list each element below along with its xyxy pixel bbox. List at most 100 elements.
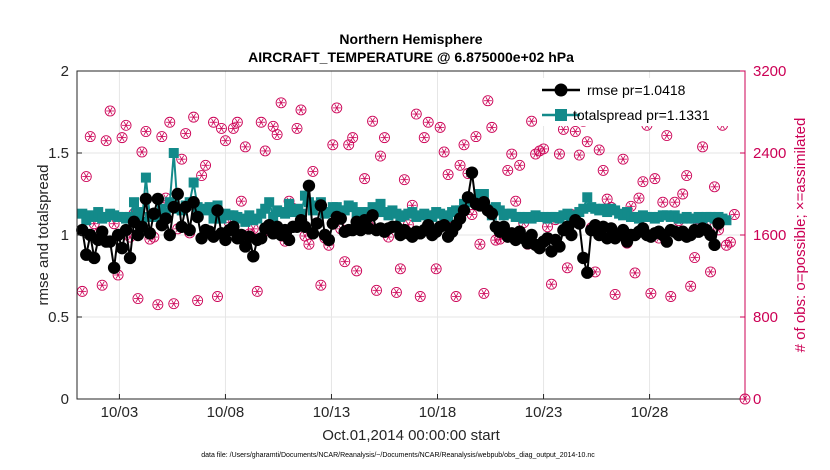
data-file-caption: data file: /Users/gharamti/Documents/NCA… [201, 452, 595, 459]
obs-point [649, 173, 661, 185]
asterisk-stroke [513, 197, 519, 205]
obs-assimilated-marker [348, 133, 357, 142]
rmse-point [183, 223, 196, 237]
asterisk-stroke [509, 150, 515, 158]
obs-possible-marker [359, 173, 371, 185]
obs-assimilated-marker [686, 282, 695, 290]
y-tick-label: 1.5 [48, 145, 69, 162]
spread-point [204, 202, 215, 213]
spread-point [128, 197, 139, 208]
y-tick-label: 0.5 [48, 309, 69, 326]
obs-possible-marker [216, 122, 227, 134]
obs-assimilated-marker [209, 118, 218, 126]
rmse-point [577, 251, 590, 265]
obs-possible-marker [724, 236, 736, 248]
obs-possible-marker [474, 238, 486, 250]
obs-point [239, 141, 251, 153]
obs-assimilated-marker [372, 286, 381, 295]
obs-point [152, 299, 164, 311]
obs-possible-marker [657, 196, 669, 208]
obs-point [398, 174, 410, 186]
obs-possible-marker [709, 181, 720, 193]
x-tick-label: 10/08 [207, 404, 245, 421]
asterisk-stroke [600, 166, 606, 175]
legend-rmse-label: rmse pr=1.0418 [587, 82, 686, 98]
asterisk-stroke [549, 280, 554, 288]
asterisk-stroke [652, 174, 658, 183]
obs-assimilated-marker [102, 137, 111, 145]
obs-possible-marker [506, 148, 518, 160]
asterisk-stroke [239, 197, 244, 205]
rmse-point [255, 232, 268, 245]
obs-possible-marker [434, 121, 446, 133]
obs-point [315, 279, 327, 291]
obs-assimilated-marker [213, 292, 222, 301]
obs-assimilated-marker [571, 127, 580, 136]
rmse-point [123, 251, 137, 265]
asterisk-stroke [708, 268, 713, 276]
rmse-point [314, 199, 328, 212]
obs-possible-marker [422, 116, 434, 128]
obs-assimilated-marker [360, 174, 369, 183]
obs-point [96, 279, 108, 291]
asterisk-stroke [596, 146, 602, 154]
asterisk-stroke [489, 123, 495, 132]
obs-possible-marker [295, 104, 307, 116]
legend-rmse-marker [554, 83, 568, 97]
obs-assimilated-marker [475, 240, 484, 248]
spread-point [240, 216, 251, 227]
obs-possible-marker [454, 159, 466, 171]
obs-assimilated-marker [261, 147, 270, 155]
obs-possible-marker [219, 135, 231, 147]
y2-axis-label: # of obs: o=possible; ×=assimilated [792, 118, 809, 353]
asterisk-stroke [473, 132, 479, 141]
obs-possible-marker [478, 287, 490, 299]
spread-point [264, 197, 275, 208]
obs-assimilated-marker [237, 197, 246, 205]
spread-point [295, 208, 306, 219]
obs-point [136, 146, 148, 158]
rmse-point [485, 207, 499, 220]
obs-possible-marker [180, 128, 192, 139]
rmse-point [712, 217, 725, 230]
rmse-point [95, 225, 109, 238]
asterisk-stroke [306, 240, 312, 248]
obs-assimilated-marker [634, 194, 643, 202]
obs-point [176, 153, 188, 165]
obs-point [375, 150, 386, 162]
y2-tick-label: 2400 [753, 145, 786, 162]
x-tick-label: 10/18 [419, 404, 457, 421]
obs-possible-marker [196, 170, 208, 182]
obs-assimilated-marker [420, 133, 429, 142]
rmse-point [553, 240, 566, 253]
asterisk-stroke [215, 292, 220, 301]
obs-assimilated-marker [658, 198, 667, 206]
obs-point [76, 285, 88, 297]
obs-possible-marker [728, 209, 740, 220]
obs-assimilated-marker [503, 166, 512, 175]
obs-assimilated-marker [456, 161, 465, 169]
asterisk-stroke [640, 178, 646, 186]
obs-assimilated-marker [86, 132, 95, 141]
obs-assimilated-marker [424, 118, 433, 126]
asterisk-stroke [541, 145, 546, 153]
asterisk-stroke [402, 175, 407, 184]
asterisk-stroke [684, 171, 690, 180]
asterisk-stroke [342, 257, 348, 266]
obs-point [156, 131, 168, 143]
obs-point [573, 149, 585, 161]
obs-possible-marker [597, 164, 609, 176]
asterisk-stroke [274, 130, 280, 139]
asterisk-stroke [310, 167, 316, 176]
spread-point [582, 192, 593, 203]
obs-assimilated-marker [157, 132, 166, 141]
x-tick-label: 10/03 [101, 404, 139, 421]
obs-possible-marker [677, 188, 689, 200]
obs-assimilated-marker [432, 265, 441, 273]
obs-point [657, 196, 669, 208]
obs-assimilated-marker [293, 124, 302, 133]
obs-possible-marker [315, 279, 327, 291]
obs-point [80, 171, 92, 183]
obs-point [180, 128, 192, 139]
obs-possible-marker [705, 266, 716, 278]
